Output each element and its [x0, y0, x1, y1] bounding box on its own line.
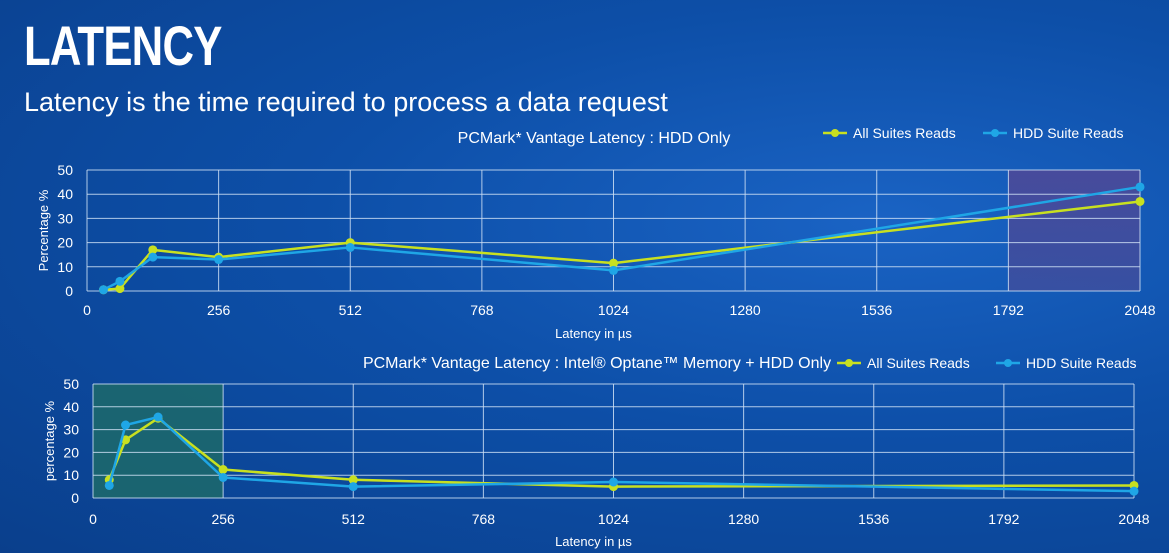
data-point	[609, 477, 618, 487]
slide-subtitle: Latency is the time required to process …	[24, 87, 668, 117]
data-point	[609, 258, 618, 268]
x-tick-label: 768	[470, 302, 494, 318]
data-point	[609, 265, 618, 275]
data-point	[153, 412, 163, 422]
x-tick-label: 1792	[993, 302, 1024, 318]
x-axis-label: Latency in µs	[555, 326, 632, 341]
x-tick-label: 2048	[1118, 511, 1149, 527]
x-tick-label: 2048	[1124, 302, 1155, 318]
y-tick-label: 40	[63, 399, 79, 415]
data-point	[148, 245, 158, 255]
legend-label: HDD Suite Reads	[1026, 355, 1137, 371]
slide-title: LATENCY	[24, 14, 222, 77]
data-point	[218, 465, 228, 474]
data-point	[214, 255, 224, 265]
y-tick-label: 30	[63, 422, 79, 438]
series-line-hdd_suite	[102, 185, 1141, 291]
data-point	[121, 420, 131, 430]
y-tick-label: 30	[57, 210, 73, 226]
data-point	[1135, 182, 1145, 192]
y-tick-label: 50	[57, 162, 73, 178]
x-tick-label: 1280	[728, 511, 759, 527]
x-tick-label: 256	[211, 511, 235, 527]
x-tick-label: 1536	[858, 511, 889, 527]
y-tick-label: 10	[63, 467, 79, 483]
x-tick-label: 1280	[730, 302, 761, 318]
data-point	[148, 252, 158, 262]
data-point	[1129, 486, 1139, 496]
legend-marker	[831, 129, 839, 137]
data-point	[348, 482, 358, 492]
highlight-region	[1008, 170, 1140, 291]
x-tick-label: 1024	[598, 511, 629, 527]
highlight-region	[93, 384, 224, 498]
y-tick-label: 20	[63, 444, 79, 460]
legend-marker	[845, 359, 853, 367]
data-point	[218, 472, 228, 482]
x-tick-label: 512	[342, 511, 366, 527]
legend-label: All Suites Reads	[867, 355, 970, 371]
data-point	[104, 480, 114, 490]
x-tick-label: 1024	[598, 302, 629, 318]
chart-title: PCMark* Vantage Latency : HDD Only	[458, 130, 731, 147]
x-axis-label: Latency in µs	[555, 534, 632, 549]
y-axis-label: Percentage %	[36, 189, 51, 271]
x-tick-label: 0	[83, 302, 91, 318]
chart-optane-hdd: 0 10 20 30 40 50 0 256 512 768 1024 1280 1536 1792 204…	[42, 355, 1150, 549]
data-point	[115, 276, 125, 286]
legend-marker	[991, 129, 999, 137]
legend-label: All Suites Reads	[853, 125, 956, 141]
chart-title: PCMark* Vantage Latency : Intel® Optane™…	[363, 355, 831, 372]
x-tick-label: 1536	[861, 302, 892, 318]
y-tick-label: 0	[65, 283, 73, 299]
data-point	[348, 475, 358, 485]
legend-marker	[1004, 359, 1012, 367]
legend-label: HDD Suite Reads	[1013, 125, 1124, 141]
y-axis-label: percentage %	[42, 400, 57, 481]
series-line-all_suites	[103, 200, 1141, 292]
data-point	[98, 285, 108, 295]
data-point	[345, 242, 355, 252]
x-tick-label: 768	[472, 511, 496, 527]
x-tick-label: 256	[207, 302, 231, 318]
x-tick-label: 0	[89, 511, 97, 527]
y-tick-label: 10	[57, 259, 73, 275]
x-tick-label: 1792	[988, 511, 1019, 527]
data-point	[115, 284, 125, 294]
x-tick-label: 512	[339, 302, 363, 318]
y-tick-label: 50	[63, 376, 79, 392]
y-tick-label: 20	[57, 235, 73, 251]
series-line-hdd_suite	[108, 415, 1135, 493]
chart-hdd-only: 0 10 20 30 40 50 0 256 512 768 1024 1280 1536 1792 204…	[36, 125, 1156, 341]
y-tick-label: 0	[71, 490, 79, 506]
y-tick-label: 40	[57, 186, 73, 202]
data-point	[1135, 196, 1145, 206]
